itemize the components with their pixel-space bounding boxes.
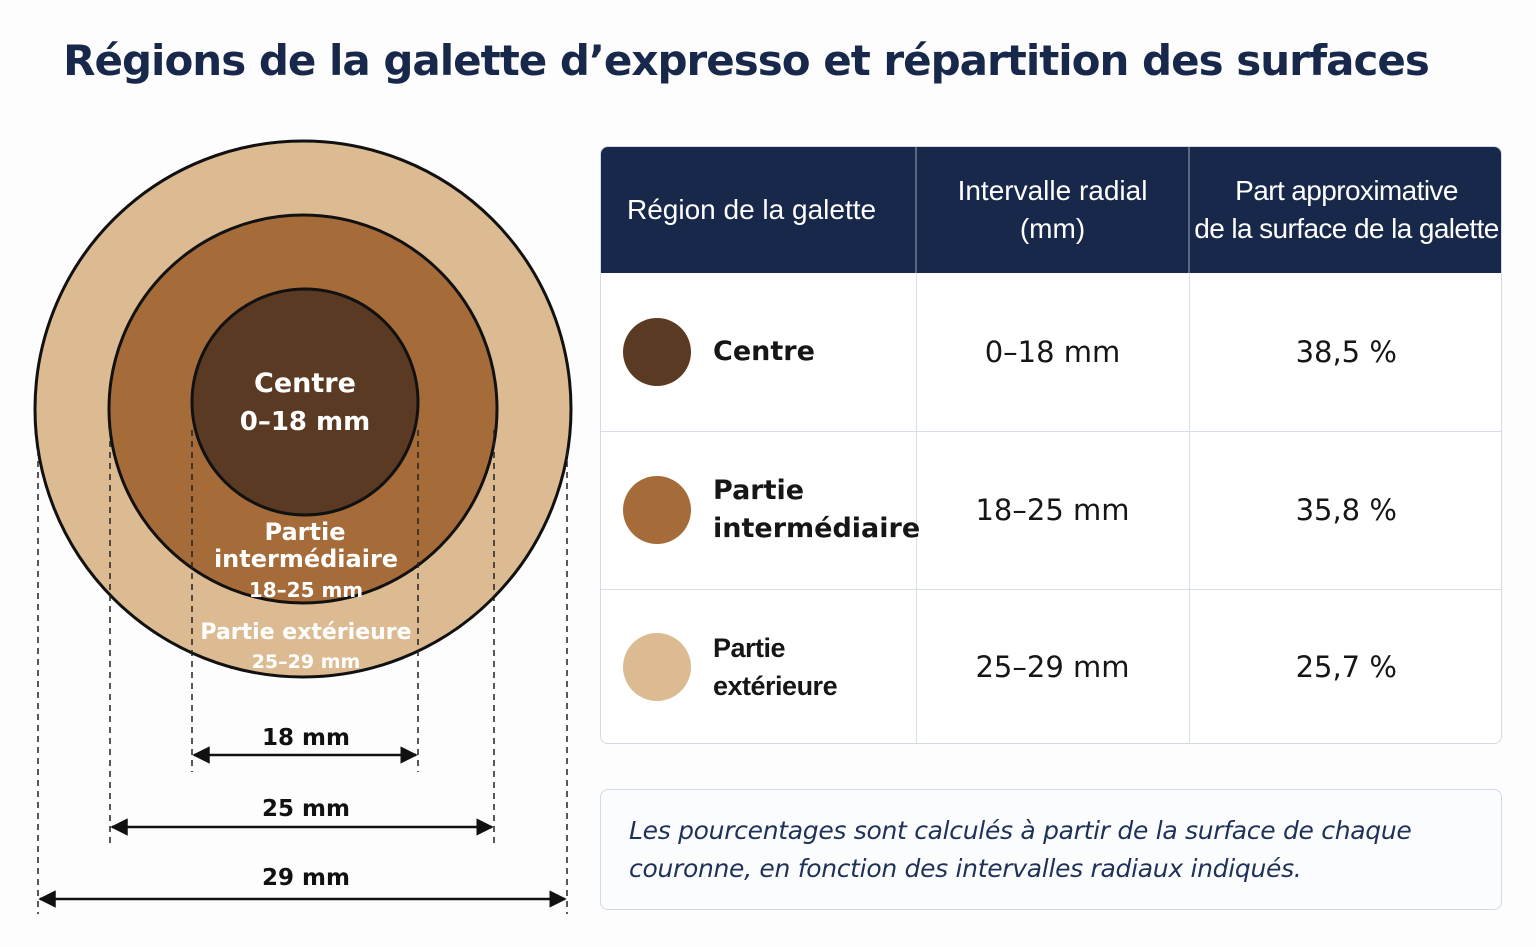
- mid-range: 18–25 mm: [249, 578, 363, 602]
- mid-label-line1: Partie: [265, 518, 346, 546]
- region-name: Partie intermédiaire: [713, 475, 921, 544]
- puck-diagram: Centre 0–18 mm Partie intermédiaire 18–2…: [33, 139, 573, 914]
- interval-cell: 18–25 mm: [916, 431, 1190, 590]
- outer-label: Partie extérieure: [200, 620, 411, 645]
- outer-range: 25–29 mm: [252, 651, 361, 673]
- table-header-row: Région de la galette Intervalle radial (…: [601, 147, 1501, 273]
- centre-swatch: [623, 317, 691, 386]
- region-cell: Partie intermédiaire: [601, 431, 920, 590]
- centre-label: Centre: [254, 368, 356, 399]
- share-cell: 35,8 %: [1189, 431, 1501, 590]
- share-cell: 25,7 %: [1295, 649, 1397, 684]
- header-interval: Intervalle radial (mm): [916, 147, 1190, 273]
- header-share: Part approximative de la surface de la g…: [1189, 147, 1501, 273]
- region-name: Partie extérieure: [713, 632, 838, 701]
- dim-29-label: 29 mm: [262, 865, 350, 891]
- dim-25-label: 25 mm: [262, 796, 350, 822]
- mid-label-line2: intermédiaire: [214, 545, 398, 573]
- region-cell: Partie extérieure: [601, 589, 917, 743]
- surface-table: Région de la galette Intervalle radial (…: [600, 146, 1502, 744]
- dim-18-label: 18 mm: [262, 725, 350, 751]
- region-cell: Centre: [601, 273, 917, 432]
- table-row: Partie extérieure 25–29 mm 25,7 %: [601, 589, 1501, 743]
- region-name: Centre: [713, 335, 815, 367]
- share-cell: 38,5 %: [1189, 273, 1501, 432]
- footnote: Les pourcentages sont calculés à partir …: [600, 789, 1502, 910]
- interval-cell: 0–18 mm: [916, 273, 1190, 432]
- header-region: Région de la galette: [601, 147, 917, 273]
- interval-cell: 25–29 mm: [916, 589, 1190, 743]
- intermediaire-swatch: [623, 476, 691, 544]
- table-row: Partie intermédiaire 18–25 mm 35,8 %: [601, 431, 1501, 590]
- page-title: Régions de la galette d’expresso et répa…: [63, 36, 1430, 85]
- exterieure-swatch: [623, 632, 691, 701]
- guide-lines: [37, 430, 568, 914]
- table-row: Centre 0–18 mm 38,5 %: [601, 273, 1501, 432]
- centre-disc: [190, 287, 420, 517]
- centre-range: 0–18 mm: [240, 407, 371, 437]
